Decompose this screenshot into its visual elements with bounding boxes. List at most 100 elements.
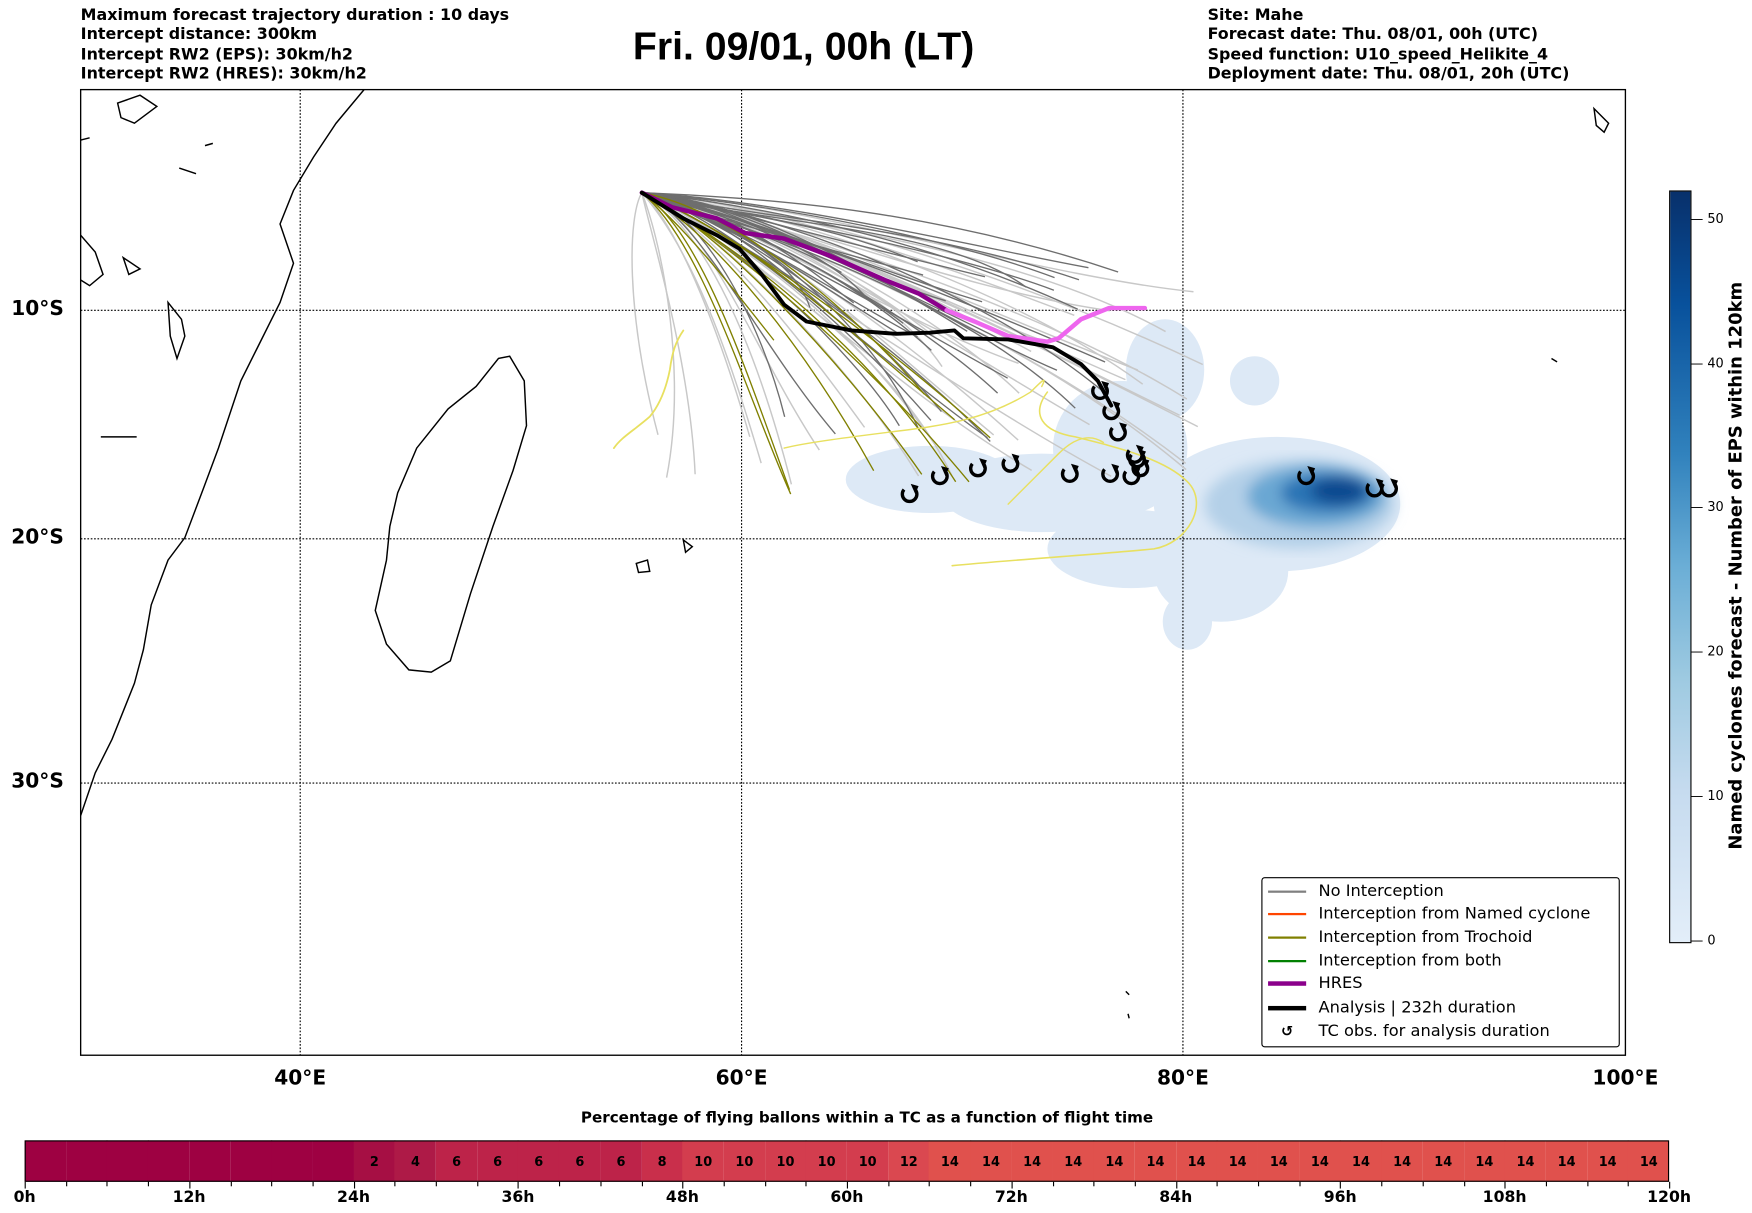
- tc-obs-marker: [930, 466, 949, 486]
- legend-label: TC obs. for analysis duration: [1318, 1022, 1550, 1041]
- bar-cell: 2: [353, 1140, 396, 1182]
- map-frame: [79, 88, 1627, 1056]
- tc-obs-marker: [1380, 478, 1399, 498]
- trajectory-line: [631, 192, 659, 435]
- trajectory-line: [641, 192, 762, 464]
- hres-track: [639, 190, 949, 313]
- hres-track-late: [944, 305, 1148, 344]
- bar-minor-tick: [1381, 1181, 1383, 1187]
- cyclone-density-field: [845, 319, 1401, 650]
- bar-tick-label: 12h: [172, 1188, 206, 1207]
- bar-minor-tick: [641, 1181, 643, 1187]
- legend-item-trochoid: Interception from Trochoid: [1262, 926, 1533, 948]
- bar-major-tick: [1175, 1181, 1177, 1189]
- bar-minor-tick: [65, 1181, 67, 1187]
- bar-cell: 6: [600, 1140, 642, 1182]
- bar-tick-label: 84h: [1159, 1188, 1193, 1207]
- bar-minor-tick: [600, 1181, 602, 1187]
- bar-major-tick: [682, 1181, 684, 1189]
- bar-cell: 14: [1340, 1140, 1382, 1182]
- trajectory-line: [641, 192, 751, 438]
- lat-label: 10°S: [11, 296, 64, 321]
- lat-label: 30°S: [11, 769, 64, 794]
- bar-minor-tick: [106, 1181, 108, 1187]
- trajectory-line: [641, 192, 1119, 273]
- bar-cell: 14: [1175, 1140, 1218, 1182]
- bar-title: Percentage of flying ballons within a TC…: [580, 1108, 1154, 1127]
- tc-obs-marker: [1101, 463, 1120, 483]
- bar-minor-tick: [559, 1181, 561, 1187]
- info-line: Speed function: U10_speed_Helikite_4: [1207, 45, 1549, 64]
- bar-minor-tick: [1216, 1181, 1218, 1187]
- bar-minor-tick: [1422, 1181, 1424, 1187]
- bar-minor-tick: [1134, 1181, 1136, 1187]
- lon-label: 60°E: [715, 1066, 768, 1090]
- trajectory-line: [641, 192, 1055, 291]
- bar-cell: 14: [1257, 1140, 1300, 1182]
- bar-major-tick: [353, 1181, 355, 1189]
- bar-tick-label: 120h: [1647, 1188, 1692, 1207]
- bar-major-tick: [1669, 1181, 1671, 1189]
- bar-cell: 6: [476, 1140, 519, 1182]
- tc-observations: [900, 380, 1399, 504]
- bar-major-tick: [1340, 1181, 1342, 1189]
- bar-tick-label: 96h: [1323, 1188, 1357, 1207]
- legend-item-analysis: Analysis | 232h duration: [1262, 997, 1516, 1019]
- bar-cell: 12: [887, 1140, 930, 1182]
- tc-obs-marker: [1001, 453, 1020, 473]
- bar-tick-label: 24h: [337, 1188, 371, 1207]
- colorbar-tick: — 10: [1690, 787, 1724, 804]
- left-info-block: Maximum forecast trajectory duration : 1…: [81, 7, 509, 85]
- trajectory-line: [641, 192, 792, 495]
- yellow-trajectory: [1007, 437, 1105, 505]
- bar-cell: 14: [970, 1140, 1012, 1182]
- right-info-block: Site: Mahe Forecast date: Thu. 08/01, 00…: [1208, 7, 1570, 85]
- yellow-trajectory: [612, 329, 685, 449]
- bar-minor-tick: [230, 1181, 232, 1187]
- info-line: Forecast date: Thu. 08/01, 00h (UTC): [1207, 26, 1538, 45]
- bar-major-tick: [846, 1181, 848, 1189]
- bar-cell: 14: [1011, 1140, 1053, 1182]
- trajectory-line: [641, 192, 696, 475]
- bar-cell: 4: [394, 1140, 437, 1182]
- bar-minor-tick: [1299, 1181, 1301, 1187]
- bar-cell: 14: [1422, 1140, 1465, 1182]
- bar-cell: 14: [1586, 1140, 1629, 1182]
- legend-item-hres: HRES: [1262, 972, 1363, 994]
- bar-cell: 10: [805, 1140, 848, 1182]
- bar-cell: 14: [929, 1140, 971, 1182]
- tc-obs-marker: [1128, 449, 1146, 469]
- bar-major-tick: [517, 1181, 520, 1189]
- info-line: Intercept distance: 300km: [80, 26, 318, 45]
- bar-tick-label: 108h: [1482, 1188, 1527, 1207]
- bar-tick-label: 48h: [665, 1188, 699, 1207]
- tc-obs-marker: [1109, 422, 1127, 442]
- bar-tick-label: 36h: [501, 1188, 535, 1207]
- tc-obs-marker: [969, 458, 987, 478]
- bar-cell: 14: [1134, 1140, 1177, 1182]
- bar-major-tick: [1504, 1181, 1506, 1189]
- tc-obs-marker: [1060, 463, 1079, 483]
- yellow-trajectory: [951, 391, 1198, 567]
- bar-cell: 10: [682, 1140, 725, 1182]
- bar-minor-tick: [147, 1181, 150, 1187]
- trajectory-line: [641, 192, 1106, 363]
- bar-minor-tick: [1093, 1181, 1095, 1187]
- bar-minor-tick: [764, 1181, 766, 1187]
- bar-minor-tick: [435, 1181, 437, 1187]
- lon-label: 80°E: [1156, 1066, 1209, 1090]
- info-line: Maximum forecast trajectory duration : 1…: [80, 6, 510, 25]
- trajectory-line: [641, 192, 991, 439]
- legend-label: Interception from Trochoid: [1318, 928, 1533, 947]
- legend-label: Interception from both: [1318, 952, 1502, 971]
- bar-cell: [189, 1140, 231, 1182]
- bar-cell: 14: [1504, 1140, 1547, 1182]
- bar-major-tick: [1011, 1181, 1013, 1189]
- tc-obs-marker: [1102, 401, 1121, 421]
- bar-cell: 14: [1545, 1140, 1588, 1182]
- coastlines: [80, 89, 1610, 1019]
- trajectory-line: [641, 191, 1144, 385]
- bar-minor-tick: [1463, 1181, 1465, 1187]
- bar-minor-tick: [887, 1181, 890, 1187]
